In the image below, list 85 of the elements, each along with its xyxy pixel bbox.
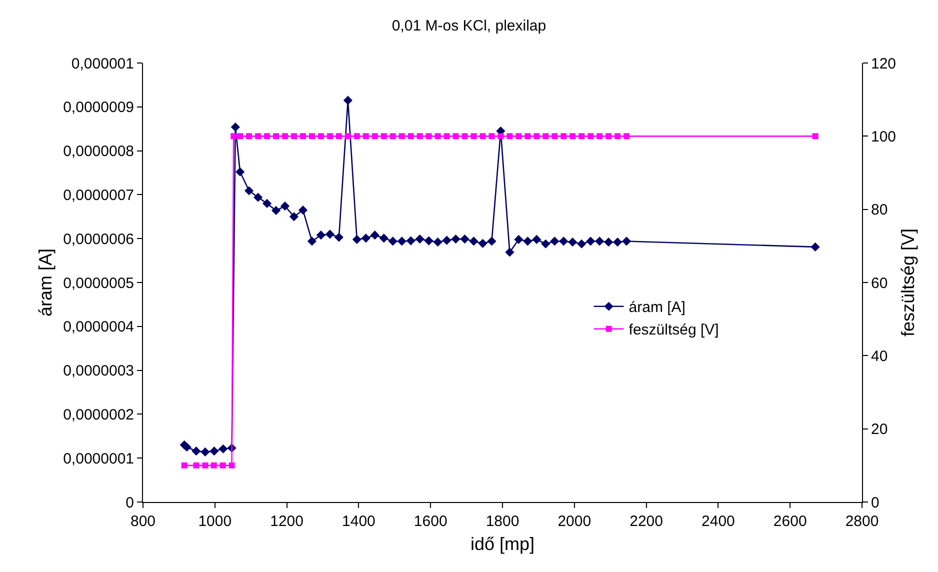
y-tick-label: 0,0000003	[63, 362, 134, 380]
point	[361, 234, 370, 243]
point	[262, 198, 272, 208]
point	[550, 236, 560, 246]
point	[514, 234, 524, 244]
y-tick-label: 0	[126, 494, 134, 512]
point	[316, 230, 326, 240]
point	[334, 232, 344, 242]
point	[415, 234, 424, 244]
point	[451, 234, 460, 244]
point	[487, 236, 496, 246]
x-tick-label: 800	[130, 513, 156, 530]
x-tick-label: 2400	[702, 513, 735, 530]
point	[541, 239, 550, 248]
point	[352, 234, 362, 244]
point	[424, 236, 434, 246]
point	[236, 167, 245, 176]
point	[406, 236, 416, 246]
point	[271, 206, 281, 216]
point	[200, 447, 210, 456]
point	[230, 122, 240, 132]
y2-axis-title: feszültség [V]	[898, 228, 918, 337]
point	[298, 206, 308, 215]
y2-tick-label: 120	[871, 55, 896, 72]
y2-tick-label: 80	[871, 202, 888, 219]
y2-tick-label: 40	[871, 348, 888, 365]
point	[810, 242, 820, 252]
point	[469, 236, 478, 246]
point	[433, 238, 442, 247]
y2-tick-label: 100	[871, 128, 896, 146]
x-tick-label: 1000	[198, 513, 232, 530]
x-tick-label: 2000	[558, 513, 592, 530]
point	[559, 236, 568, 246]
point	[532, 234, 542, 244]
x-tick-label: 2200	[630, 513, 663, 530]
point	[218, 444, 228, 454]
point	[577, 239, 586, 248]
point	[604, 238, 614, 247]
y-tick-label: 0,0000004	[63, 318, 134, 336]
point	[586, 236, 596, 246]
y-tick-label: 0,0000008	[63, 143, 134, 160]
point	[442, 236, 452, 245]
x-axis-title: idő [mp]	[470, 534, 535, 554]
y2-tick-label: 20	[871, 421, 888, 438]
y-tick-label: 0,0000007	[63, 186, 134, 204]
point	[307, 236, 317, 246]
point	[460, 234, 470, 244]
y2-tick-label: 60	[871, 274, 888, 292]
point	[397, 236, 406, 246]
point	[192, 446, 201, 456]
point	[568, 238, 578, 247]
point	[289, 212, 299, 222]
chart-title: 0,01 M-os KCl, plexilap	[392, 18, 546, 35]
legend-label: áram [A]	[628, 299, 686, 316]
x-tick-label: 2600	[773, 513, 807, 530]
point	[612, 238, 622, 247]
point	[388, 236, 398, 246]
point	[370, 230, 380, 240]
point	[182, 442, 192, 452]
point	[595, 236, 604, 246]
y2-tick-label: 0	[871, 494, 880, 512]
y-tick-label: 0,0000006	[63, 230, 134, 248]
point	[523, 236, 532, 246]
y-axis-title: áram [A]	[35, 248, 56, 317]
y-tick-label: 0,000001	[71, 55, 134, 72]
y-tick-label: 0,0000005	[63, 274, 134, 292]
point	[379, 234, 388, 243]
point	[253, 192, 263, 202]
point	[210, 446, 219, 456]
y-tick-label: 0,0000009	[63, 99, 134, 116]
x-tick-label: 1400	[342, 513, 376, 530]
point	[505, 248, 514, 257]
point	[622, 236, 632, 246]
point	[478, 238, 488, 248]
x-tick-label: 1600	[414, 513, 448, 530]
legend-label: feszültség [V]	[628, 322, 719, 339]
point	[343, 96, 352, 105]
point	[280, 202, 290, 211]
point	[325, 230, 334, 239]
x-tick-label: 1200	[270, 513, 304, 530]
point	[244, 186, 254, 196]
x-tick-label: 1800	[486, 513, 520, 530]
y-tick-label: 0,0000001	[63, 450, 134, 468]
x-tick-label: 2800	[845, 513, 879, 530]
y-tick-label: 0,0000002	[63, 406, 134, 424]
